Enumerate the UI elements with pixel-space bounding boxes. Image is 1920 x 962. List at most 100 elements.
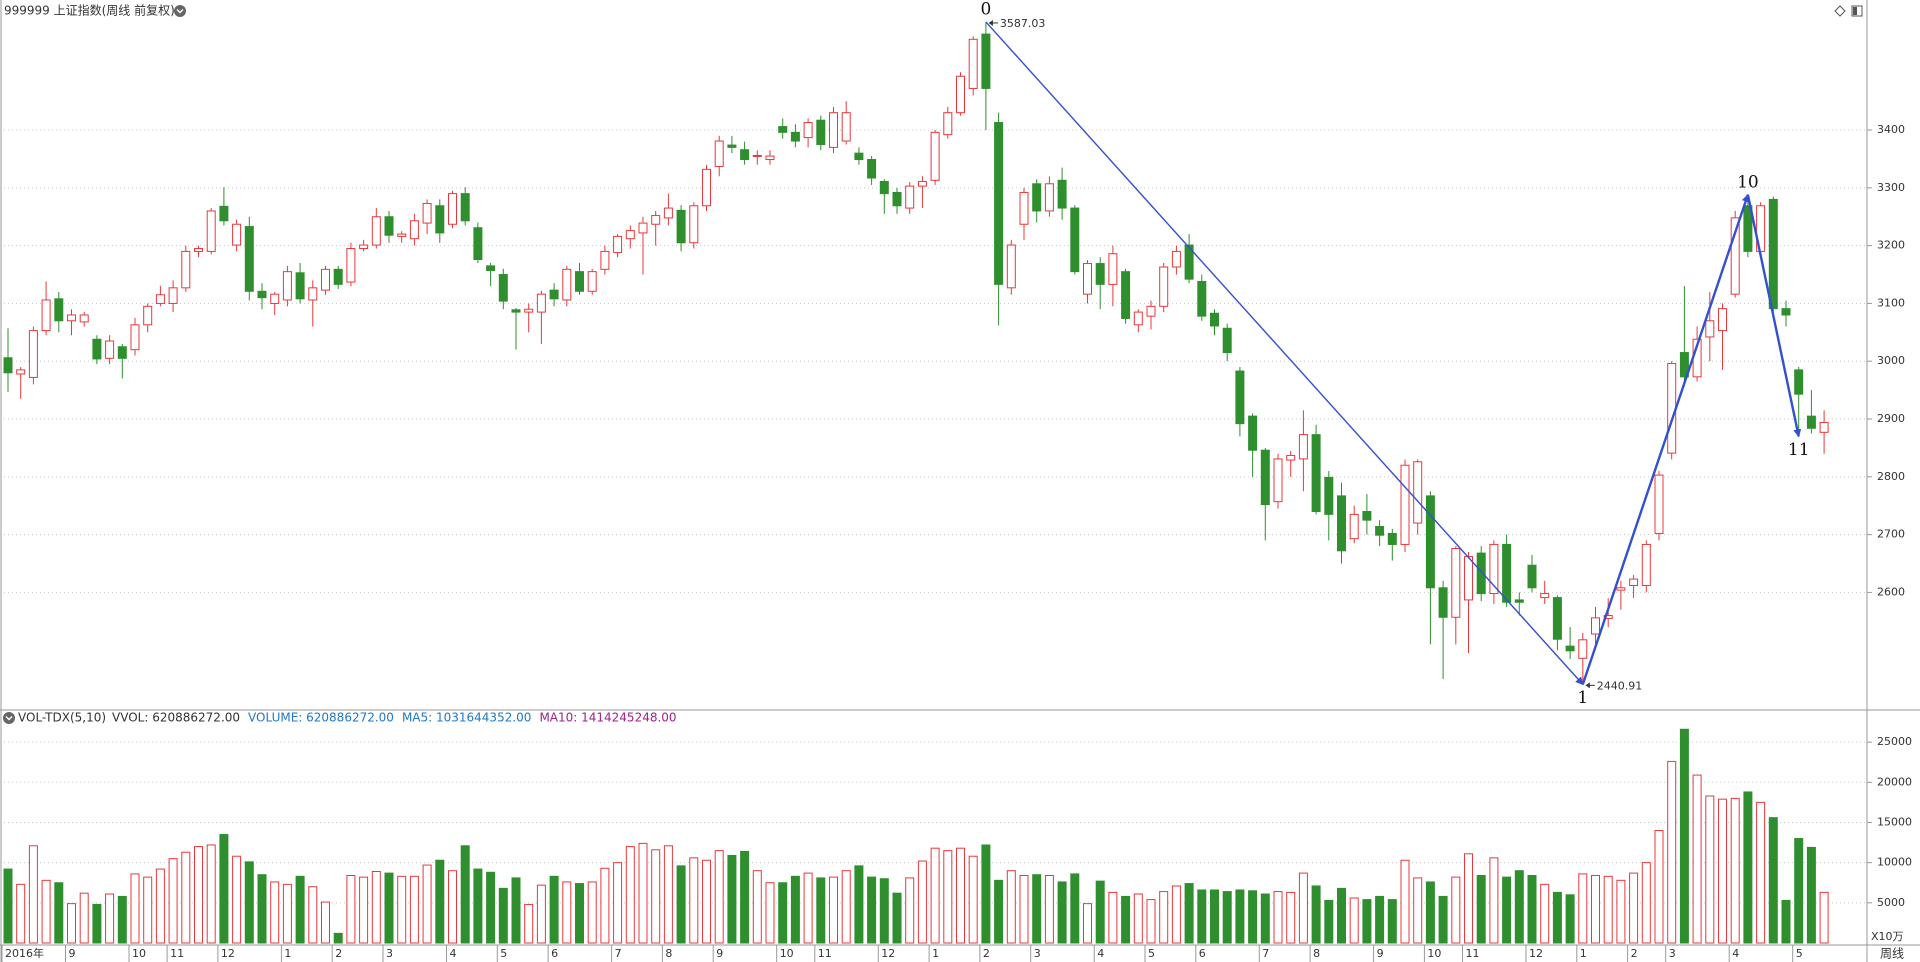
volume-bar bbox=[54, 882, 64, 944]
candle-body bbox=[1641, 543, 1651, 586]
volume-bar bbox=[790, 875, 800, 944]
volume-bar bbox=[1019, 875, 1029, 944]
vol-menu-icon[interactable] bbox=[3, 712, 15, 724]
volume-bar bbox=[778, 882, 788, 944]
candle-body bbox=[1375, 526, 1385, 536]
candle-body bbox=[1502, 543, 1512, 603]
volume-bar bbox=[1565, 894, 1575, 944]
price-label: 3587.03 bbox=[1000, 17, 1046, 30]
diamond-icon[interactable] bbox=[1834, 5, 1846, 17]
wave-line bbox=[1746, 194, 1802, 438]
volume-y-tick-label: 20000 bbox=[1877, 775, 1912, 788]
volume-bar bbox=[638, 842, 648, 944]
volume-bar bbox=[943, 850, 953, 944]
x-tick-label: 12 bbox=[881, 947, 895, 960]
candle-body bbox=[1514, 599, 1524, 603]
volume-bar bbox=[206, 844, 216, 944]
candle-body bbox=[702, 168, 711, 207]
candle-body bbox=[1476, 552, 1486, 595]
volume-bar bbox=[917, 860, 927, 944]
candle-body bbox=[1108, 253, 1118, 285]
candle-body bbox=[1527, 564, 1537, 589]
volume-bar bbox=[702, 859, 711, 944]
candle-body bbox=[1222, 327, 1232, 354]
x-tick-label: 4 bbox=[450, 947, 457, 960]
candle-body bbox=[917, 180, 927, 187]
volume-bar bbox=[194, 846, 203, 944]
candle-body bbox=[346, 248, 356, 283]
x-tick-label: 6 bbox=[551, 947, 558, 960]
candle-body bbox=[3, 357, 13, 374]
volume-bar bbox=[1375, 895, 1385, 944]
x-tick-label: 3 bbox=[1669, 947, 1676, 960]
candle-body bbox=[1121, 271, 1131, 319]
candle-body bbox=[41, 299, 51, 332]
volume-bar bbox=[867, 876, 877, 944]
candle-body bbox=[727, 144, 737, 148]
x-tick-label: 10 bbox=[1427, 947, 1441, 960]
volume-bar bbox=[143, 876, 153, 944]
candle-body bbox=[1819, 421, 1829, 433]
volume-bar bbox=[803, 872, 813, 944]
y-tick-label: 2600 bbox=[1877, 585, 1905, 598]
volume-bar bbox=[1248, 890, 1258, 944]
volume-bar bbox=[968, 855, 978, 944]
volume-bar bbox=[1464, 853, 1473, 944]
volume-bar bbox=[600, 867, 610, 944]
x-tick-label: 12 bbox=[221, 947, 235, 960]
x-tick-label: 5 bbox=[1148, 947, 1155, 960]
volume-unit: X10万 bbox=[1871, 930, 1904, 943]
volume-bar bbox=[460, 845, 470, 944]
candle-body bbox=[943, 112, 953, 136]
volume-bar bbox=[740, 850, 750, 944]
candle-body bbox=[1083, 263, 1092, 295]
volume-bar bbox=[1794, 838, 1804, 944]
y-tick-label: 2900 bbox=[1877, 412, 1905, 425]
volume-bar bbox=[1438, 895, 1448, 944]
volume-bar bbox=[397, 875, 407, 944]
volume-bar bbox=[384, 872, 394, 944]
volume-bar bbox=[232, 855, 242, 944]
candle-body bbox=[409, 220, 419, 240]
candle-body bbox=[968, 38, 978, 89]
volume-bar bbox=[1476, 875, 1486, 944]
candle-body bbox=[16, 369, 26, 375]
volume-bar bbox=[1273, 891, 1283, 944]
candle-body bbox=[1718, 308, 1727, 332]
x-tick-label: 3 bbox=[1034, 947, 1041, 960]
candle-body bbox=[422, 202, 432, 224]
volume-bar bbox=[1108, 891, 1118, 944]
x-tick-label: 1 bbox=[932, 947, 939, 960]
candle-body bbox=[397, 233, 407, 237]
candle-body bbox=[1311, 434, 1321, 512]
candle-body bbox=[1705, 320, 1715, 338]
title-menu-icon[interactable] bbox=[174, 5, 186, 17]
candle-body bbox=[92, 338, 102, 360]
candle-body bbox=[143, 305, 153, 326]
panel-icon[interactable] bbox=[1851, 5, 1863, 17]
volume-bar bbox=[1400, 859, 1410, 944]
candle-body bbox=[1565, 645, 1575, 652]
volume-bar bbox=[1337, 887, 1346, 944]
volume-bar bbox=[79, 892, 89, 944]
candle-body bbox=[1146, 305, 1156, 317]
candle-body bbox=[689, 205, 699, 244]
volume-bar bbox=[1502, 876, 1512, 944]
candle-body bbox=[435, 205, 445, 234]
wave-label: 1 bbox=[1577, 688, 1588, 708]
candle-body bbox=[765, 155, 775, 161]
volume-bar bbox=[905, 877, 915, 944]
volume-bar bbox=[473, 868, 483, 944]
candle-body bbox=[1438, 587, 1448, 618]
candle-body bbox=[1057, 179, 1067, 209]
candle-body bbox=[651, 215, 661, 225]
volume-bar bbox=[841, 870, 851, 944]
candle-body bbox=[1133, 311, 1143, 326]
candle-body bbox=[1629, 578, 1639, 586]
volume-bar bbox=[1032, 874, 1042, 944]
candle-body bbox=[740, 149, 750, 161]
volume-bar bbox=[1349, 897, 1359, 944]
volume-bar bbox=[130, 873, 140, 944]
volume-bar bbox=[181, 851, 191, 944]
